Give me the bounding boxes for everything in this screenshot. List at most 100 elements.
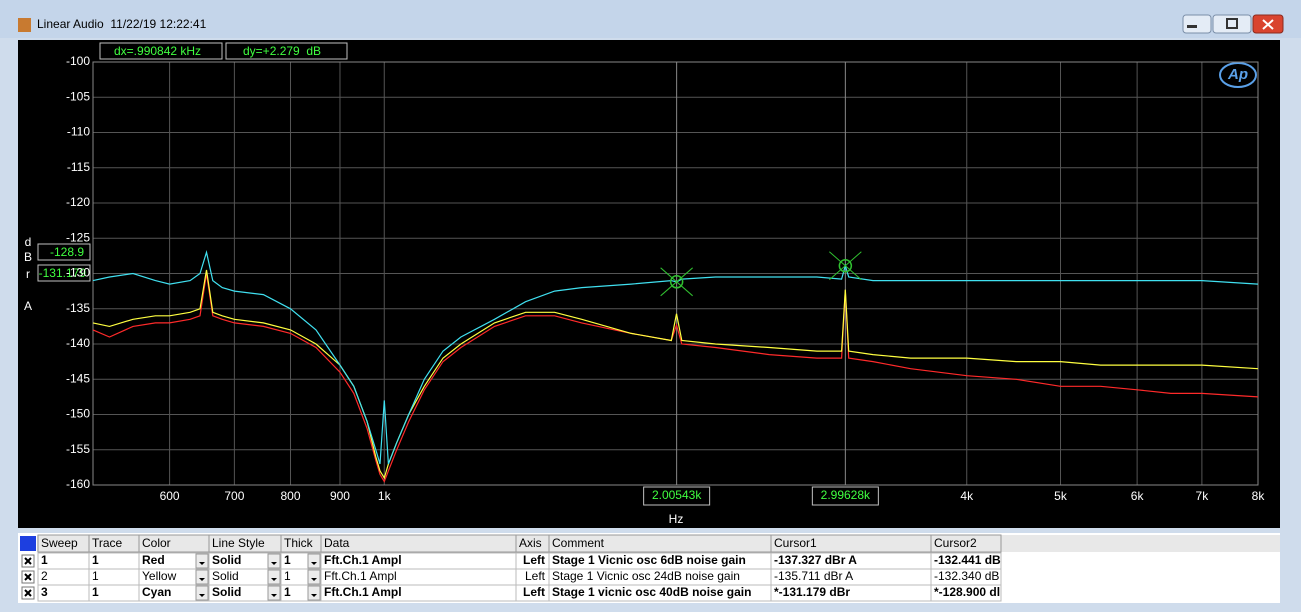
table-cell-text: -132.441 dB [934,553,1001,567]
table-cell-text: Solid [212,585,241,599]
cursor-x-readout: 2.00543k [652,488,702,502]
minimize-button[interactable] [1182,14,1212,34]
dropdown-button[interactable] [267,553,281,569]
close-icon [1262,19,1274,30]
dropdown-arrow [199,594,205,597]
x-tick-label: 7k [1196,489,1210,503]
x-tick-label: 8k [1252,489,1266,503]
table-cell-text: 1 [92,585,99,599]
maximize-icon [1226,18,1238,29]
table-cell-text: 1 [284,569,291,583]
cursor-x-readout: 2.99628k [821,488,871,502]
y-tick-label: -125 [66,230,90,244]
dropdown-button[interactable] [307,585,321,601]
dy-box [225,42,348,60]
y-tick-label: -145 [66,371,90,385]
dy-readout: dy=+2.279 dB [243,44,321,58]
dropdown-arrow [271,562,277,565]
table-cell [930,584,1002,602]
y-tick-label: -135 [66,301,90,315]
table-cell-text: Left [525,569,546,583]
dropdown-arrow [311,578,317,581]
x-tick-label: 6k [1131,489,1145,503]
header-label: Axis [519,536,542,550]
trace [92,269,1259,480]
window-title: Linear Audio 11/22/19 12:22:41 [37,17,207,31]
table-cell-text: Solid [212,569,239,583]
y-axis-label: B [24,250,32,264]
dropdown-button[interactable] [267,585,281,601]
app-icon [18,18,31,32]
cursor2-y-box [37,243,91,261]
header-label: Comment [552,536,605,550]
dropdown-button[interactable] [195,569,209,585]
table-cell-text: Fft.Ch.1 Ampl [324,553,402,567]
x-tick-label: 700 [224,489,244,503]
y-tick-label: -140 [66,336,90,350]
x-axis-title: Hz [669,512,684,526]
dropdown-button[interactable] [307,553,321,569]
header-cell [930,534,1002,553]
y-axis-label: r [26,267,30,281]
header-label: Cursor2 [934,536,977,550]
y-tick-label: -150 [66,407,90,421]
logo: Ap [1227,66,1248,83]
logo-ring [1219,62,1257,88]
dx-readout: dx=.990842 kHz [114,44,201,58]
table-cell-text: Fft.Ch.1 Ampl [324,585,402,599]
table-cell-text: Yellow [142,569,177,583]
x-tick-label: 4k [960,489,974,503]
maximize-button[interactable] [1212,14,1252,34]
header-label: Trace [92,536,123,550]
y-axis-label: d [25,235,32,249]
dx-box [99,42,223,60]
cursor-marker [669,275,684,289]
dropdown-arrow [311,594,317,597]
table-cell-text: -137.327 dBr A [774,553,857,567]
y-tick-label: -160 [66,477,90,491]
table-cell-text: 1 [284,585,291,599]
plot-panel [18,40,1280,528]
table-cell-text: Stage 1 Vicnic osc 6dB noise gain [552,553,746,567]
x-tick-label: 1k [378,489,392,503]
table-cell-text: Fft.Ch.1 Ampl [324,569,397,583]
dropdown-button[interactable] [307,569,321,585]
y-tick-label: -110 [67,125,90,139]
table-cell-text: Stage 1 Vicnic osc 24dB noise gain [552,569,740,583]
dropdown-button[interactable] [267,569,281,585]
dropdown-arrow [271,594,277,597]
y-tick-label: -115 [67,160,90,174]
cursor1-y-box [37,264,91,282]
header-cell [320,534,517,553]
header-label: Data [324,536,350,550]
cursor2-y-readout: -128.9 [50,245,84,259]
cursor1-y-readout: -131.179 [39,266,87,280]
table-cell-text: Left [523,585,545,599]
dropdown-arrow [271,578,277,581]
y-tick-label: -100 [66,54,90,68]
table-cell-text: *-131.179 dBr [774,585,850,599]
y-tick-label: -155 [66,442,90,456]
table-cell-text: Cyan [142,585,171,599]
dropdown-button[interactable] [195,553,209,569]
title-bar [0,0,1301,38]
dropdown-button[interactable] [195,585,209,601]
minimize-icon [1187,25,1197,28]
y-tick-label: -120 [66,195,90,209]
y-tick-label: -105 [66,89,90,103]
dropdown-arrow [199,562,205,565]
header-label: Color [142,536,171,550]
header-label: Cursor1 [774,536,817,550]
header-label: Sweep [41,536,78,550]
x-tick-label: 5k [1054,489,1068,503]
row-check [24,557,32,565]
plot-border [92,61,1259,486]
table-cell-text: 1 [92,569,99,583]
table-cell-text: 1 [41,553,48,567]
x-tick-label: 900 [330,489,350,503]
table-cell-text: 2 [41,569,48,583]
y-axis-label: A [24,299,32,313]
cursor-cross [829,251,862,281]
cursor-x-box [643,486,711,506]
